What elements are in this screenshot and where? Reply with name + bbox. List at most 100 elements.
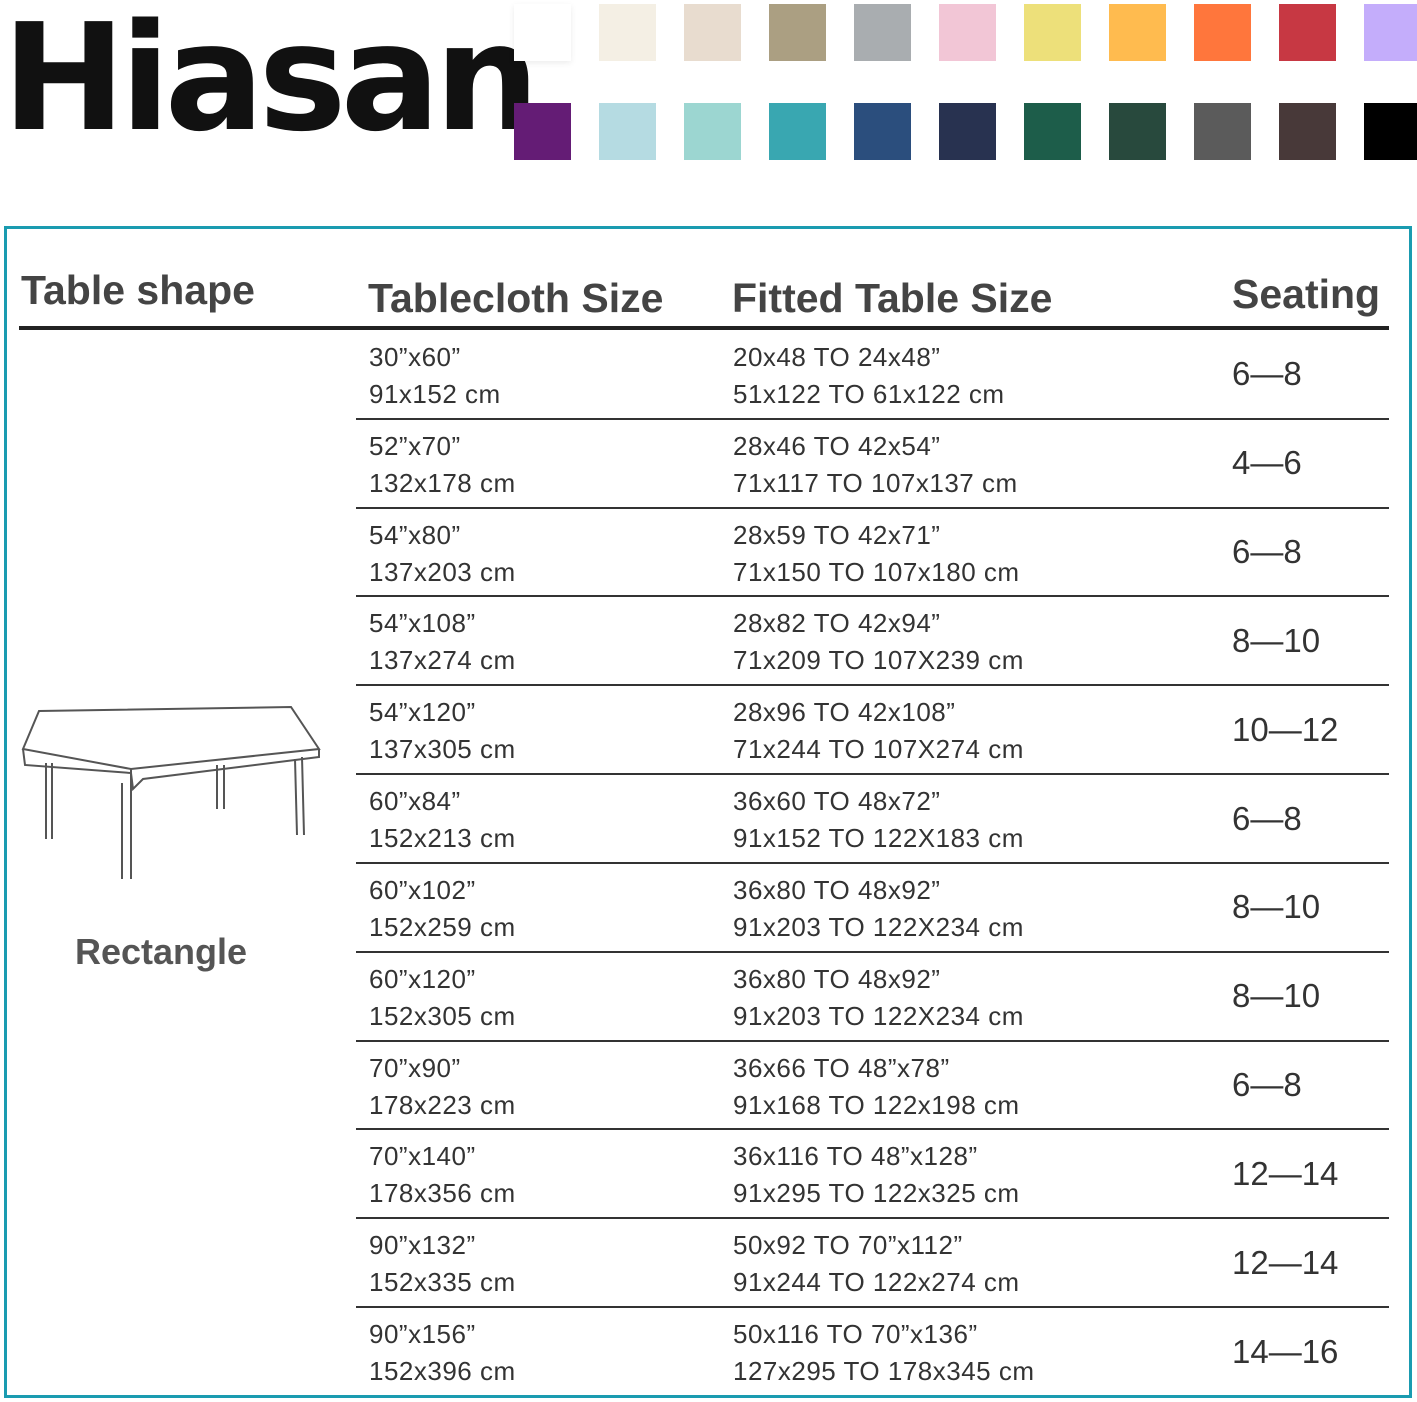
tablecloth-size: 54”x108” 137x274 cm (369, 605, 516, 679)
size-inches: 52”x70” (369, 430, 461, 461)
fitted-inches: 28x46 TO 42x54” (733, 430, 941, 461)
size-inches: 70”x140” (369, 1141, 476, 1172)
header-fitted-table-size: Fitted Table Size (732, 275, 1053, 321)
tablecloth-size: 70”x140” 178x356 cm (369, 1138, 516, 1212)
seating: 4—6 (1232, 444, 1302, 482)
size-cm: 152x305 cm (369, 1000, 516, 1031)
fitted-size: 20x48 TO 24x48” 51x122 TO 61x122 cm (733, 339, 1005, 413)
fitted-size: 28x96 TO 42x108” 71x244 TO 107X274 cm (733, 694, 1024, 768)
color-swatch (1109, 103, 1166, 160)
fitted-inches: 50x92 TO 70”x112” (733, 1230, 963, 1261)
color-swatch (1279, 103, 1336, 160)
fitted-size: 36x80 TO 48x92” 91x203 TO 122X234 cm (733, 872, 1024, 946)
size-inches: 54”x120” (369, 697, 476, 728)
table-row: 70”x90” 178x223 cm 36x66 TO 48”x78” 91x168… (356, 1042, 1389, 1131)
fitted-cm: 91x203 TO 122X234 cm (733, 1000, 1024, 1031)
seating: 6—8 (1232, 799, 1302, 837)
color-swatch (684, 103, 741, 160)
size-inches: 60”x120” (369, 963, 476, 994)
header-divider (19, 326, 1389, 330)
color-swatch (939, 4, 996, 61)
fitted-inches: 36x66 TO 48”x78” (733, 1052, 950, 1083)
tablecloth-size: 60”x84” 152x213 cm (369, 783, 516, 857)
fitted-size: 36x66 TO 48”x78” 91x168 TO 122x198 cm (733, 1050, 1020, 1124)
fitted-size: 36x80 TO 48x92” 91x203 TO 122X234 cm (733, 961, 1024, 1035)
color-swatch (1024, 4, 1081, 61)
size-cm: 137x305 cm (369, 734, 516, 765)
color-swatch (854, 4, 911, 61)
fitted-inches: 36x60 TO 48x72” (733, 786, 941, 817)
table-row: 54”x80” 137x203 cm 28x59 TO 42x71” 71x150 … (356, 509, 1389, 598)
fitted-inches: 28x82 TO 42x94” (733, 608, 941, 639)
seating: 6—8 (1232, 355, 1302, 393)
tablecloth-size: 52”x70” 132x178 cm (369, 428, 516, 502)
size-inches: 60”x84” (369, 786, 461, 817)
fitted-cm: 91x152 TO 122X183 cm (733, 823, 1024, 854)
seating: 8—10 (1232, 888, 1321, 926)
fitted-inches: 20x48 TO 24x48” (733, 342, 941, 372)
size-cm: 152x259 cm (369, 911, 516, 942)
size-inches: 90”x132” (369, 1230, 476, 1261)
header-tablecloth-size: Tablecloth Size (368, 275, 664, 321)
fitted-size: 28x82 TO 42x94” 71x209 TO 107X239 cm (733, 605, 1024, 679)
size-inches: 90”x156” (369, 1319, 476, 1350)
seating: 14—16 (1232, 1332, 1339, 1370)
fitted-cm: 91x203 TO 122X234 cm (733, 911, 1024, 942)
color-swatch (514, 4, 571, 61)
fitted-inches: 28x59 TO 42x71” (733, 519, 941, 550)
fitted-inches: 50x116 TO 70”x136” (733, 1319, 978, 1350)
tablecloth-size: 60”x120” 152x305 cm (369, 961, 516, 1035)
table-row: 90”x156” 152x396 cm 50x116 TO 70”x136” 127… (356, 1308, 1389, 1395)
fitted-size: 28x59 TO 42x71” 71x150 TO 107x180 cm (733, 517, 1020, 591)
tablecloth-size: 54”x80” 137x203 cm (369, 517, 516, 591)
rectangle-table-icon (21, 705, 321, 879)
size-rows: 30”x60” 91x152 cm 20x48 TO 24x48” 51x122 T… (356, 331, 1389, 1395)
size-inches: 60”x102” (369, 874, 476, 905)
tablecloth-size: 90”x132” 152x335 cm (369, 1227, 516, 1301)
table-row: 60”x84” 152x213 cm 36x60 TO 48x72” 91x152 … (356, 775, 1389, 864)
color-swatch (599, 103, 656, 160)
color-swatch (514, 103, 571, 160)
color-swatch (1364, 103, 1417, 160)
seating: 6—8 (1232, 1066, 1302, 1104)
fitted-size: 50x92 TO 70”x112” 91x244 TO 122x274 cm (733, 1227, 1020, 1301)
fitted-cm: 71x244 TO 107X274 cm (733, 734, 1024, 765)
table-row: 60”x102” 152x259 cm 36x80 TO 48x92” 91x203… (356, 864, 1389, 953)
seating: 6—8 (1232, 533, 1302, 571)
table-row: 54”x108” 137x274 cm 28x82 TO 42x94” 71x209… (356, 597, 1389, 687)
table-row: 60”x120” 152x305 cm 36x80 TO 48x92” 91x203… (356, 953, 1389, 1042)
fitted-inches: 36x116 TO 48”x128” (733, 1141, 978, 1172)
table-row: 30”x60” 91x152 cm 20x48 TO 24x48” 51x122 T… (356, 331, 1389, 420)
size-cm: 137x203 cm (369, 556, 516, 587)
seating: 12—14 (1232, 1154, 1339, 1192)
color-swatch (1024, 103, 1081, 160)
shape-label: Rectangle (75, 931, 248, 972)
color-swatches (514, 4, 1417, 160)
fitted-cm: 71x117 TO 107x137 cm (733, 467, 1018, 498)
size-cm: 132x178 cm (369, 467, 516, 498)
table-row: 90”x132” 152x335 cm 50x92 TO 70”x112” 91x2… (356, 1219, 1389, 1309)
color-swatch (1194, 103, 1251, 160)
header-seating: Seating (1232, 271, 1381, 317)
fitted-size: 50x116 TO 70”x136” 127x295 TO 178x345 cm (733, 1316, 1035, 1390)
size-inches: 54”x108” (369, 608, 476, 639)
tablecloth-size: 60”x102” 152x259 cm (369, 872, 516, 946)
seating: 10—12 (1232, 710, 1339, 748)
color-swatch (1194, 4, 1251, 61)
fitted-cm: 91x244 TO 122x274 cm (733, 1267, 1020, 1298)
fitted-inches: 36x80 TO 48x92” (733, 874, 941, 905)
seating: 12—14 (1232, 1243, 1339, 1281)
fitted-cm: 51x122 TO 61x122 cm (733, 379, 1005, 409)
color-swatch (1109, 4, 1166, 61)
color-swatch (769, 4, 826, 61)
fitted-cm: 91x168 TO 122x198 cm (733, 1089, 1020, 1120)
seating: 8—10 (1232, 621, 1321, 659)
table-row: 70”x140” 178x356 cm 36x116 TO 48”x128” 91x… (356, 1130, 1389, 1220)
size-cm: 152x396 cm (369, 1356, 516, 1387)
size-inches: 70”x90” (369, 1052, 461, 1083)
fitted-inches: 28x96 TO 42x108” (733, 697, 956, 728)
table-row: 54”x120” 137x305 cm 28x96 TO 42x108” 71x24… (356, 686, 1389, 776)
size-inches: 54”x80” (369, 519, 461, 550)
size-cm: 178x356 cm (369, 1178, 516, 1209)
color-swatch (1364, 4, 1417, 61)
